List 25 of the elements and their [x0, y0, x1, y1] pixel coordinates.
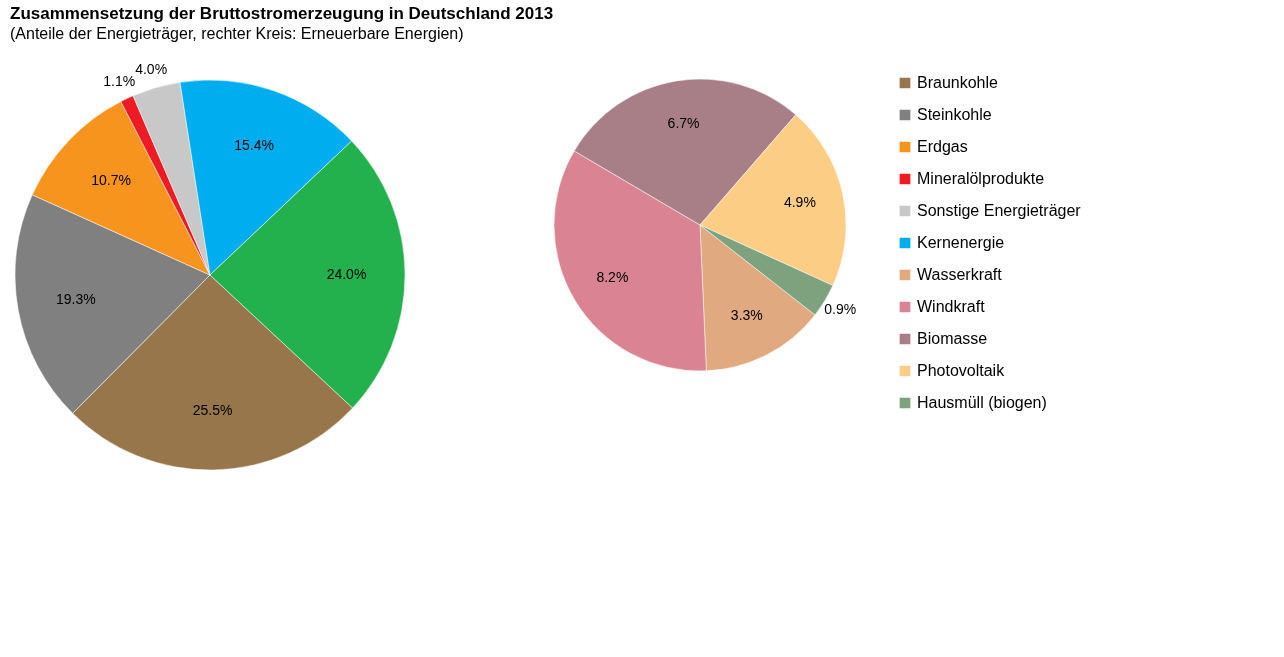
chart-subtitle: (Anteile der Energieträger, rechter Kreis: Erneuerbare Energien) — [10, 25, 464, 43]
legend-label: Sonstige Energieträger — [917, 202, 1082, 219]
data-label: 6.7% — [667, 115, 700, 132]
legend-label: Mineralölprodukte — [917, 170, 1045, 187]
data-label: 8.2% — [596, 268, 629, 285]
legend-label: Hausmüll (biogen) — [917, 394, 1047, 411]
data-label: 19.3% — [55, 290, 96, 307]
legend-label: Kernenergie — [917, 234, 1005, 251]
legend-label: Erdgas — [917, 138, 968, 155]
data-label: 0.9% — [824, 301, 857, 318]
legend-label: Braunkohle — [917, 74, 999, 91]
legend-label: Wasserkraft — [917, 266, 1003, 283]
data-label: 3.3% — [730, 306, 763, 323]
data-label: 24.0% — [326, 265, 367, 282]
legend-label: Photovoltaik — [917, 362, 1006, 379]
data-label: 4.0% — [135, 61, 168, 78]
data-label: 15.4% — [234, 136, 275, 153]
legend-label: Biomasse — [917, 330, 988, 347]
data-label: 4.9% — [783, 194, 816, 211]
data-label: 1.1% — [103, 73, 136, 90]
data-label: 25.5% — [192, 402, 233, 419]
legend-label: Windkraft — [917, 298, 986, 315]
chart-title: Zusammensetzung der Bruttostromerzeugung in Deutschland 2013 — [10, 4, 554, 24]
data-label: 10.7% — [91, 171, 131, 188]
legend-label: Steinkohle — [917, 106, 992, 123]
